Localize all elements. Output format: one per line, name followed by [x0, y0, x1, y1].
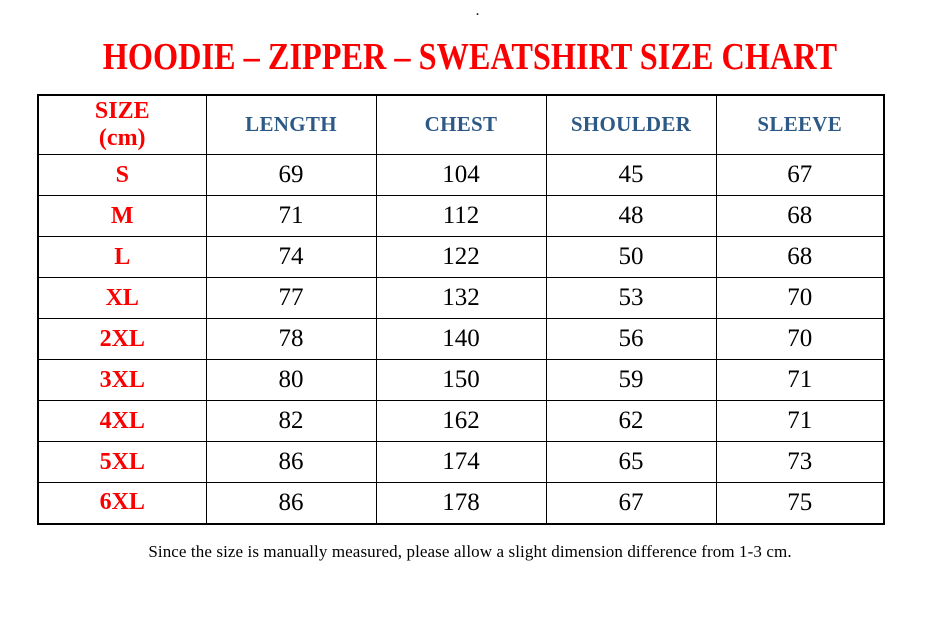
page-title-text: HOODIE – ZIPPER – SWEATSHIRT SIZE CHART — [102, 36, 838, 78]
size-column-header: SIZE (cm) — [37, 94, 207, 156]
shoulder-cell: 56 — [545, 318, 717, 361]
size-header-line2: (cm) — [98, 124, 146, 151]
length-cell: 77 — [205, 277, 377, 320]
sleeve-cell: 73 — [715, 441, 885, 484]
length-cell: 78 — [205, 318, 377, 361]
table-header-row: SIZE (cm) LENGTH CHEST SHOULDER SLEEVE — [37, 94, 885, 156]
sleeve-cell: 67 — [715, 154, 885, 197]
shoulder-cell: 62 — [545, 400, 717, 443]
chest-column-header: CHEST — [375, 94, 547, 156]
table-row: 4XL 82 162 62 71 — [37, 400, 885, 443]
sleeve-cell: 71 — [715, 400, 885, 443]
shoulder-cell: 48 — [545, 195, 717, 238]
table-row: M 71 112 48 68 — [37, 195, 885, 238]
size-cell: L — [37, 236, 207, 279]
shoulder-cell: 67 — [545, 482, 717, 525]
sleeve-column-header: SLEEVE — [715, 94, 885, 156]
shoulder-cell: 65 — [545, 441, 717, 484]
chest-cell: 150 — [375, 359, 547, 402]
page-title: HOODIE – ZIPPER – SWEATSHIRT SIZE CHART — [0, 0, 940, 80]
length-column-header: LENGTH — [205, 94, 377, 156]
table-row: L 74 122 50 68 — [37, 236, 885, 279]
size-cell: XL — [37, 277, 207, 320]
length-cell: 86 — [205, 441, 377, 484]
chest-cell: 140 — [375, 318, 547, 361]
chest-cell: 162 — [375, 400, 547, 443]
chest-cell: 104 — [375, 154, 547, 197]
chest-cell: 112 — [375, 195, 547, 238]
size-cell: S — [37, 154, 207, 197]
chest-cell: 122 — [375, 236, 547, 279]
shoulder-cell: 59 — [545, 359, 717, 402]
sleeve-cell: 71 — [715, 359, 885, 402]
sleeve-cell: 68 — [715, 195, 885, 238]
table-row: 2XL 78 140 56 70 — [37, 318, 885, 361]
top-dot-mark: . — [476, 4, 479, 18]
size-header-line1: SIZE — [94, 98, 150, 125]
chest-cell: 132 — [375, 277, 547, 320]
shoulder-cell: 45 — [545, 154, 717, 197]
size-cell: 5XL — [37, 441, 207, 484]
shoulder-cell: 50 — [545, 236, 717, 279]
length-cell: 69 — [205, 154, 377, 197]
measurement-disclaimer: Since the size is manually measured, ple… — [148, 541, 792, 561]
sleeve-cell: 70 — [715, 277, 885, 320]
length-cell: 71 — [205, 195, 377, 238]
size-chart-table: SIZE (cm) LENGTH CHEST SHOULDER SLEEVE S… — [37, 93, 885, 525]
table-row: S 69 104 45 67 — [37, 154, 885, 197]
sleeve-cell: 70 — [715, 318, 885, 361]
length-cell: 86 — [205, 482, 377, 525]
length-cell: 80 — [205, 359, 377, 402]
shoulder-cell: 53 — [545, 277, 717, 320]
chest-cell: 174 — [375, 441, 547, 484]
table-row: 3XL 80 150 59 71 — [37, 359, 885, 402]
table-row: 5XL 86 174 65 73 — [37, 441, 885, 484]
size-cell: 2XL — [37, 318, 207, 361]
size-cell: 6XL — [37, 482, 207, 525]
sleeve-cell: 68 — [715, 236, 885, 279]
chest-cell: 178 — [375, 482, 547, 525]
shoulder-column-header: SHOULDER — [545, 94, 717, 156]
length-cell: 74 — [205, 236, 377, 279]
size-cell: 3XL — [37, 359, 207, 402]
size-cell: 4XL — [37, 400, 207, 443]
table-row: 6XL 86 178 67 75 — [37, 482, 885, 525]
length-cell: 82 — [205, 400, 377, 443]
sleeve-cell: 75 — [715, 482, 885, 525]
table-row: XL 77 132 53 70 — [37, 277, 885, 320]
size-cell: M — [37, 195, 207, 238]
